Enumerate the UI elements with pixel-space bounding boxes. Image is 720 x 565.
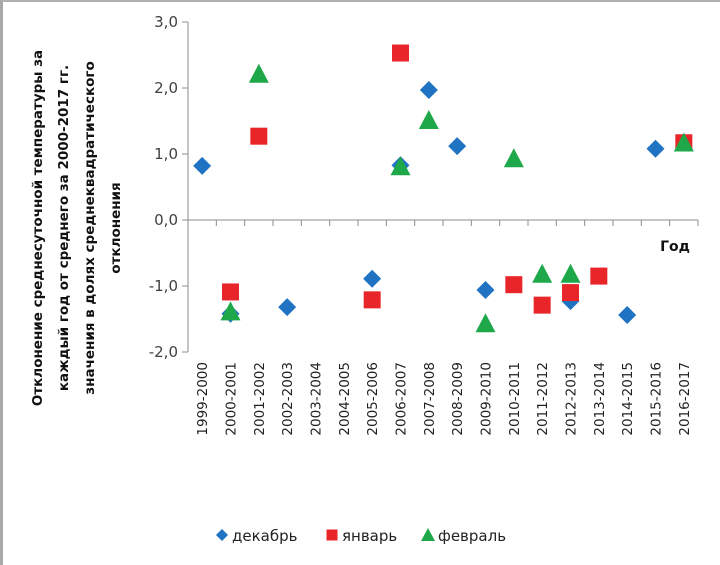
x-tick-label: 1999-2000 — [195, 362, 211, 436]
data-point-triangle — [532, 263, 553, 283]
data-point-square — [562, 284, 579, 302]
x-tick-label: 2009-2010 — [479, 362, 495, 436]
data-point-square — [505, 276, 523, 294]
series-square — [222, 44, 693, 314]
y-tick-label: -1,0 — [149, 277, 178, 295]
y-tick-label: 3,0 — [154, 13, 178, 31]
data-point-diamond — [363, 269, 382, 288]
y-tick-label: 0,0 — [154, 211, 178, 229]
x-tick-label: 2012-2013 — [564, 362, 580, 436]
x-tick-label: 2005-2006 — [365, 362, 381, 436]
x-tick-label: 2006-2007 — [394, 362, 410, 436]
legend-item: февраль — [421, 527, 506, 545]
data-point-diamond — [448, 137, 467, 156]
y-axis-title-line: каждый год от среднего за 2000-2017 гг. — [56, 65, 72, 391]
y-axis-title-line: Отклонение среднесуточной температуры за — [30, 50, 46, 406]
data-point-diamond — [618, 306, 637, 325]
data-point-diamond — [193, 156, 212, 175]
y-tick-label: 1,0 — [154, 145, 178, 163]
data-point-triangle — [503, 148, 524, 168]
x-axis-title: Год — [660, 239, 690, 255]
legend-triangle-icon — [421, 528, 435, 541]
legend-square-icon — [326, 529, 338, 541]
data-point-square — [392, 44, 409, 62]
x-tick-label: 2014-2015 — [620, 362, 636, 436]
data-point-triangle — [560, 263, 581, 283]
data-point-triangle — [390, 156, 411, 176]
data-points — [193, 44, 694, 333]
legend: декабрь январь февраль — [216, 527, 506, 545]
y-axis-title-line: значения в долях среднеквадратического — [82, 61, 98, 394]
data-point-diamond — [476, 280, 495, 299]
x-tick-label: 2008-2009 — [450, 362, 466, 436]
x-tick-label: 2004-2005 — [337, 362, 353, 436]
y-axis-title-line: отклонения — [108, 182, 124, 273]
y-tick-label: -2,0 — [149, 343, 178, 361]
legend-item: декабрь — [216, 527, 297, 545]
x-tick-label: 2003-2004 — [309, 362, 325, 436]
data-point-triangle — [673, 132, 694, 152]
data-point-square — [250, 127, 268, 145]
y-axis: 3,0 2,0 1,0 0,0 -1,0 -2,0 — [149, 13, 189, 361]
legend-item: январь — [326, 527, 397, 545]
data-point-square — [222, 283, 239, 301]
data-point-diamond — [646, 139, 665, 158]
legend-label: январь — [342, 527, 397, 545]
x-tick-label: 2010-2011 — [507, 362, 523, 436]
legend-label: февраль — [438, 527, 506, 545]
legend-label: декабрь — [232, 527, 297, 545]
x-tick-label: 2007-2008 — [422, 362, 438, 436]
x-tick-label: 2015-2016 — [649, 362, 665, 436]
data-point-triangle — [418, 110, 439, 129]
x-axis: 1999-2000 2000-2001 2001-2002 2002-2003 2003… — [188, 219, 699, 436]
legend-diamond-icon — [216, 529, 228, 541]
data-point-triangle — [475, 313, 496, 333]
data-point-triangle — [248, 63, 269, 83]
data-point-square — [590, 267, 608, 285]
x-tick-label: 2013-2014 — [592, 362, 608, 436]
x-tick-label: 2002-2003 — [280, 362, 296, 436]
data-point-diamond — [419, 80, 438, 99]
x-tick-label: 2016-2017 — [677, 362, 693, 436]
x-tick-label: 2000-2001 — [224, 362, 240, 436]
data-point-triangle — [220, 301, 241, 321]
x-tick-label: 2011-2012 — [535, 362, 551, 436]
data-point-diamond — [278, 298, 297, 317]
series-triangle — [220, 63, 694, 333]
x-tick-label: 2001-2002 — [252, 362, 268, 436]
data-point-square — [533, 296, 551, 314]
y-axis-title: Отклонение среднесуточной температуры за… — [30, 50, 124, 406]
y-tick-label: 2,0 — [154, 79, 178, 97]
data-point-square — [363, 291, 381, 309]
